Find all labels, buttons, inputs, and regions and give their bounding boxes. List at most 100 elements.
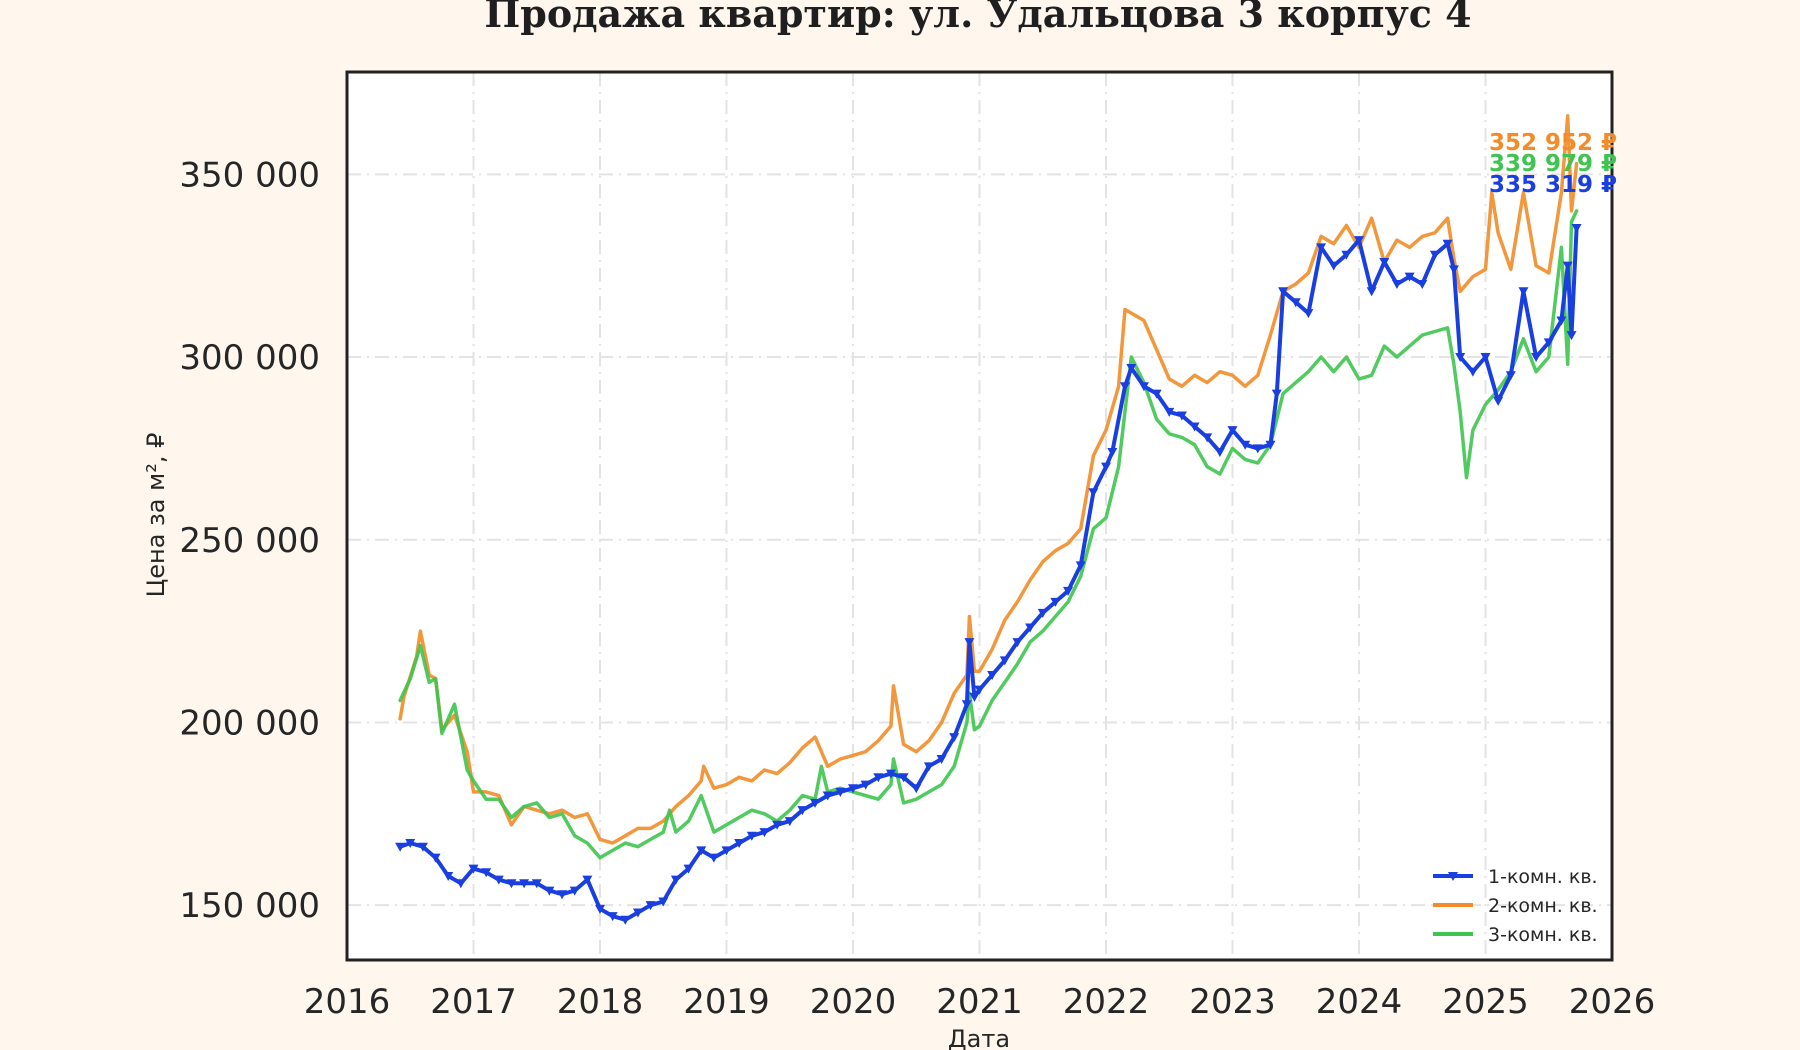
data-point [784,817,795,827]
data-point [443,871,454,881]
data-point [885,769,896,779]
data-point [1354,236,1364,246]
data-point [696,846,707,856]
data-point [595,904,605,914]
data-point [683,864,694,874]
data-point [974,685,985,695]
last-value-label: 339 979 ₽ [1489,151,1617,177]
x-axis: 2016 2017 2018 2019 2020 2021 2022 2023 2024 2025… [304,982,1656,1022]
data-point [1505,371,1516,381]
data-point [961,700,972,710]
x-tick-label: 2024 [1316,982,1403,1022]
data-point [645,901,656,911]
series-layer [395,114,1582,925]
data-point [632,908,643,918]
x-tick-label: 2020 [810,982,897,1022]
data-point [1202,433,1213,443]
data-point [1164,407,1175,417]
series-line [398,114,1579,845]
data-point [1328,261,1339,271]
legend-label: 3-комн. кв. [1488,924,1598,946]
data-point [1316,243,1327,253]
data-point [1075,561,1086,571]
data-point [987,670,998,680]
data-point [1404,272,1415,282]
data-point [1442,239,1453,249]
x-tick-label: 2016 [304,982,391,1022]
data-point [1012,638,1023,648]
data-point [1448,265,1459,275]
data-point [797,806,808,816]
data-point [1417,279,1428,289]
legend-item: 1-комн. кв. [1433,866,1598,888]
y-tick-label: 150 000 [179,886,320,926]
y-tick-label: 350 000 [179,155,320,195]
data-point [395,842,406,852]
data-point [493,875,504,885]
data-point [1480,353,1491,363]
data-point [1556,316,1567,326]
data-point [1391,279,1402,289]
data-point [1063,586,1074,596]
data-point [1050,597,1061,607]
legend-item: 3-комн. кв. [1433,924,1598,946]
data-point [1227,426,1238,436]
y-axis-label: Цена за м², ₽ [142,433,170,598]
data-point [481,868,492,878]
chart-title: Продажа квартир: ул. Удальцова 3 корпус … [484,0,1471,36]
data-point [1214,448,1225,458]
last-value-label: 352 952 ₽ [1489,130,1617,156]
data-point [1088,488,1099,498]
data-point [620,915,631,925]
data-point [1265,440,1276,450]
data-point [658,897,669,907]
legend-label: 2-комн. кв. [1488,895,1598,917]
series-3 [398,209,1579,860]
data-point [1467,367,1478,377]
last-value-labels: 352 952 ₽339 979 ₽335 319 ₽ [1489,130,1617,198]
data-point [1566,331,1577,341]
data-point [746,831,757,841]
x-tick-label: 2023 [1189,982,1276,1022]
data-point [772,820,783,830]
y-tick-label: 250 000 [179,521,320,561]
data-point [607,912,618,922]
data-point [1455,353,1466,363]
data-point [734,839,745,849]
data-point [1379,258,1390,268]
legend-marker [1448,872,1458,881]
x-tick-label: 2018 [557,982,644,1022]
data-point [557,890,568,900]
data-point [964,638,975,648]
data-point [1543,338,1554,348]
data-point [1101,462,1111,472]
x-tick-label: 2025 [1442,982,1529,1022]
data-point [1176,411,1187,421]
data-point [810,798,821,808]
data-point [999,656,1010,666]
data-point [1341,250,1352,260]
data-point [873,773,884,783]
data-point [708,853,719,863]
data-point [1290,298,1301,308]
data-point [1571,223,1582,233]
data-point [569,886,580,896]
y-axis: 150 000 200 000 250 000 300 000 350 000 [179,155,320,926]
data-point [417,842,428,852]
data-point [506,879,517,889]
data-point [455,879,466,889]
x-tick-label: 2022 [1063,982,1150,1022]
data-point [430,853,441,863]
data-point [1037,608,1048,618]
x-tick-label: 2017 [430,982,517,1022]
x-tick-label: 2019 [683,982,770,1022]
data-point [949,733,960,743]
data-point [1240,440,1251,450]
data-point [670,875,681,885]
data-point [531,879,542,889]
data-point [759,828,770,838]
series-line [398,209,1579,860]
data-point [969,692,980,702]
data-point [848,784,858,794]
